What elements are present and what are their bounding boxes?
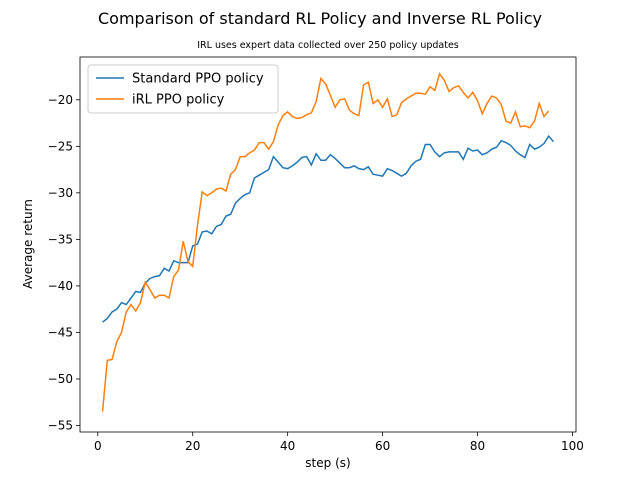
x-tick-label: 100	[561, 439, 584, 453]
y-tick-label: −40	[48, 279, 73, 293]
legend: Standard PPO policy iRL PPO policy	[87, 64, 279, 114]
y-tick-label: −20	[48, 93, 73, 107]
y-tick-label: −30	[48, 186, 73, 200]
legend-label: iRL PPO policy	[132, 93, 225, 108]
y-tick-label: −55	[48, 418, 73, 432]
x-axis-label: step (s)	[305, 456, 350, 470]
legend-box	[87, 64, 279, 114]
y-tick-label: −45	[48, 325, 73, 339]
x-tick-label: 20	[185, 439, 200, 453]
y-tick-label: −25	[48, 139, 73, 153]
x-tick-label: 60	[375, 439, 390, 453]
legend-label: Standard PPO policy	[132, 72, 264, 87]
x-tick-label: 40	[280, 439, 295, 453]
y-tick-label: −35	[48, 232, 73, 246]
chart-title: Comparison of standard RL Policy and Inv…	[98, 9, 542, 28]
chart-subtitle: IRL uses expert data collected over 250 …	[197, 40, 459, 51]
data-line	[102, 134, 555, 323]
data-line	[101, 72, 550, 412]
y-tick-label: −50	[48, 372, 73, 386]
x-tick-label: 80	[470, 439, 485, 453]
plot-frame	[79, 56, 577, 433]
y-axis-label: Average return	[21, 199, 35, 289]
x-tick-label: 0	[94, 439, 102, 453]
